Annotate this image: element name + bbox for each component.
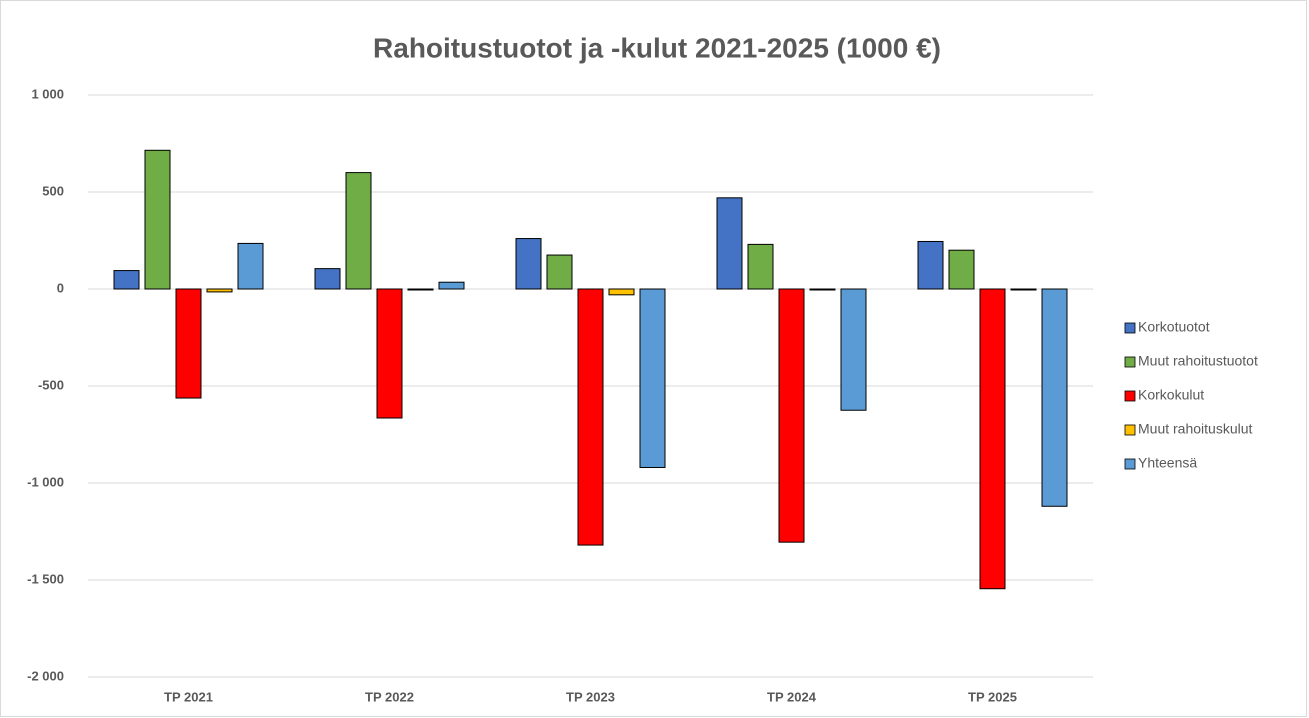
- bar: [948, 249, 975, 290]
- y-tick-label: -1 000: [27, 474, 64, 489]
- bar: [840, 288, 867, 411]
- x-tick-label: TP 2022: [365, 689, 414, 704]
- legend-swatch: [1124, 458, 1136, 470]
- bar: [144, 149, 171, 290]
- bar: [716, 197, 743, 290]
- bar: [546, 254, 573, 290]
- bar: [1041, 288, 1068, 507]
- legend-swatch: [1124, 322, 1136, 334]
- bar: [175, 288, 202, 399]
- legend-swatch: [1124, 356, 1136, 368]
- legend-label: Yhteensä: [1138, 455, 1197, 471]
- x-tick-label: TP 2021: [164, 689, 213, 704]
- bar: [1010, 288, 1037, 291]
- y-tick-label: 500: [42, 183, 64, 198]
- x-tick-label: TP 2024: [767, 689, 817, 704]
- bar: [407, 288, 434, 291]
- y-tick-label: 1 000: [31, 86, 64, 101]
- bar: [515, 238, 542, 290]
- y-tick-label: -500: [38, 377, 64, 392]
- legend-swatch: [1124, 390, 1136, 402]
- bar: [608, 288, 635, 296]
- bar: [206, 288, 233, 293]
- bar: [113, 270, 140, 290]
- bar: [747, 243, 774, 290]
- legend-label: Muut rahoituskulut: [1138, 421, 1253, 437]
- y-tick-label: 0: [57, 280, 64, 295]
- bar: [376, 288, 403, 419]
- bar: [314, 268, 341, 290]
- chart-title: Rahoitustuotot ja -kulut 2021-2025 (1000…: [373, 32, 941, 63]
- legend-swatch: [1124, 424, 1136, 436]
- x-tick-label: TP 2025: [968, 689, 1017, 704]
- legend-label: Korkokulut: [1138, 387, 1204, 403]
- legend-label: Korkotuotot: [1138, 319, 1210, 335]
- bar: [639, 288, 666, 468]
- bar: [917, 240, 944, 290]
- bar: [438, 281, 465, 290]
- legend-label: Muut rahoitustuotot: [1138, 353, 1258, 369]
- bar: [979, 288, 1006, 590]
- y-tick-label: -2 000: [27, 668, 64, 683]
- bar: [345, 172, 372, 290]
- bar: [778, 288, 805, 543]
- bar: [577, 288, 604, 546]
- bar: [237, 242, 264, 290]
- y-tick-label: -1 500: [27, 571, 64, 586]
- bar: [809, 288, 836, 291]
- x-tick-label: TP 2023: [566, 689, 615, 704]
